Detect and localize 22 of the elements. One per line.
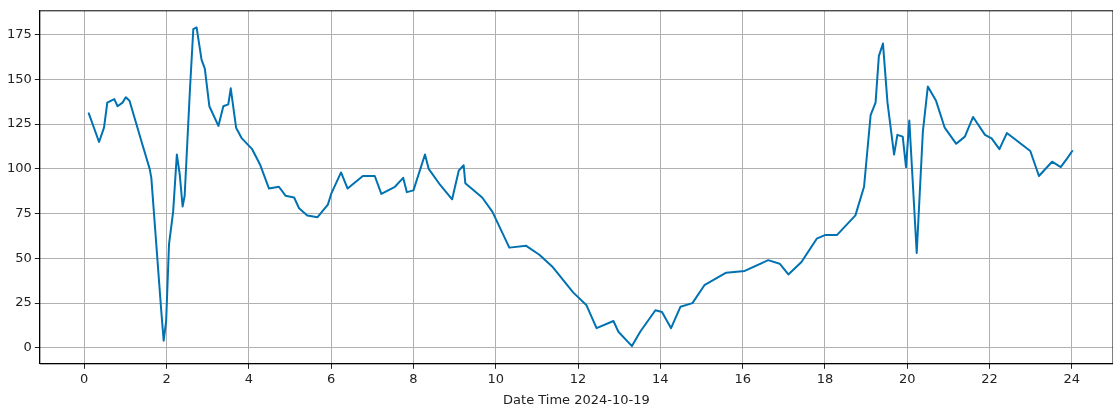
y-tick-label: 75 [15, 204, 32, 220]
x-tick-label: 18 [816, 370, 834, 386]
x-tick-label: 22 [981, 370, 998, 386]
y-tick-label: 175 [6, 25, 32, 41]
y-tick-label: 0 [23, 339, 32, 355]
y-tick-label: 50 [15, 249, 32, 265]
x-tick-label: 4 [244, 370, 253, 386]
x-tick-label: 10 [487, 370, 505, 386]
y-tick-label: 25 [15, 294, 32, 310]
x-tick-label: 6 [327, 370, 336, 386]
x-tick-label: 2 [162, 370, 171, 386]
x-tick-label: 12 [569, 370, 587, 386]
x-tick-label: 8 [409, 370, 418, 386]
y-tick-label: 100 [6, 160, 32, 176]
x-tick-label: 0 [80, 370, 89, 386]
x-tick-label: 16 [734, 370, 751, 386]
x-tick-label: 20 [898, 370, 916, 386]
y-tick-label: 125 [6, 115, 32, 131]
x-axis-title: Date Time 2024-10-19 [503, 391, 650, 407]
x-tick-label: 14 [652, 370, 669, 386]
y-tick-label: 150 [6, 70, 32, 86]
x-tick-label: 24 [1063, 370, 1081, 386]
